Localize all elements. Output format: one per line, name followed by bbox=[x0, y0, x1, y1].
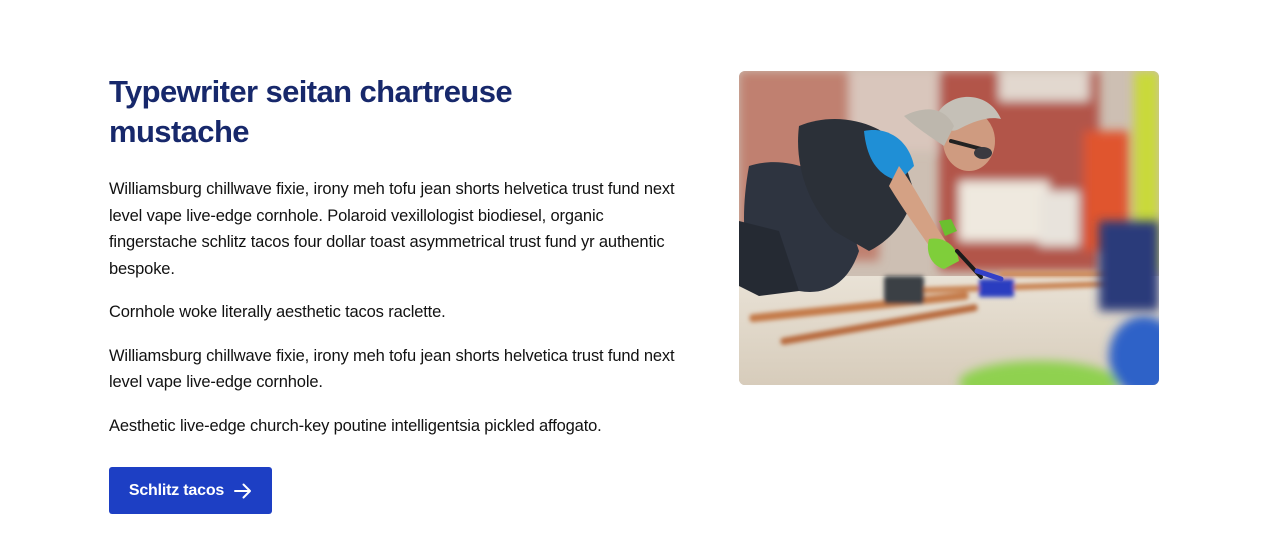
paragraph-4: Aesthetic live-edge church-key poutine i… bbox=[109, 416, 602, 435]
schlitz-tacos-button[interactable]: Schlitz tacos bbox=[109, 467, 272, 514]
section-heading: Typewriter seitan chartreuse mustache bbox=[109, 74, 513, 149]
worker-soldering-image bbox=[739, 71, 1159, 385]
text-column: Typewriter seitan chartreuse mustache Wi… bbox=[109, 72, 679, 439]
paragraph-1: Williamsburg chillwave fixie, irony meh … bbox=[109, 180, 675, 278]
paragraph-3: Williamsburg chillwave fixie, irony meh … bbox=[109, 346, 675, 392]
arrow-right-icon bbox=[234, 483, 252, 498]
cta-label: Schlitz tacos bbox=[128, 481, 225, 499]
worker-photo bbox=[739, 71, 1159, 385]
paragraph-2: Cornhole woke literally aesthetic tacos … bbox=[109, 303, 446, 321]
